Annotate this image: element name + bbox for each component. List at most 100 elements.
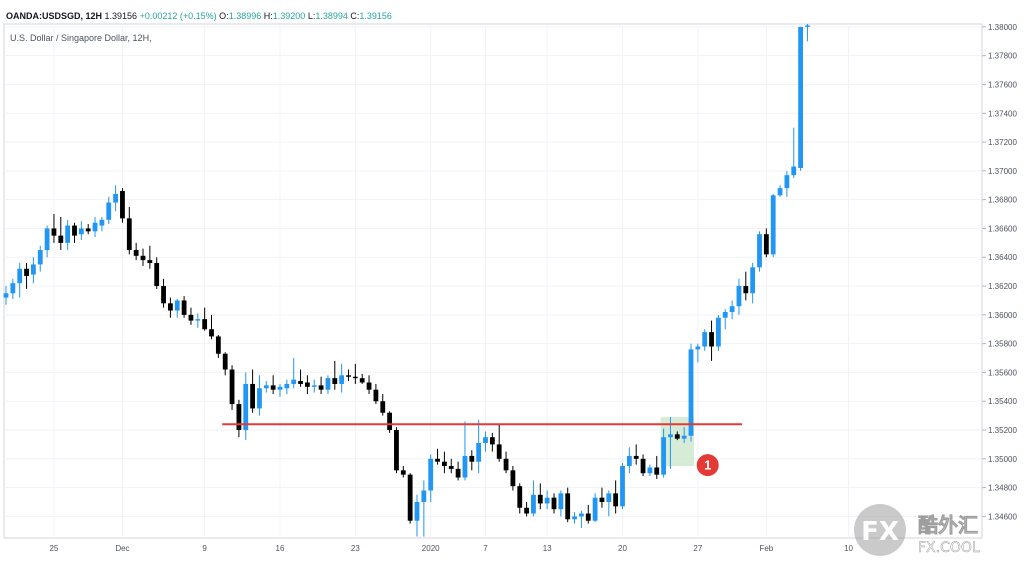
y-tick-label: 1.38000 xyxy=(988,23,1017,32)
candle-body xyxy=(750,267,756,294)
candle-body xyxy=(147,260,153,264)
y-tick-label: 1.35600 xyxy=(988,368,1017,377)
candle-body xyxy=(763,234,769,255)
candle-body xyxy=(202,319,208,330)
high-value: 1.39200 xyxy=(272,11,306,21)
candle-body xyxy=(78,228,84,235)
candle-body xyxy=(51,228,57,236)
candle-body xyxy=(722,311,728,318)
candle-body xyxy=(318,385,324,390)
candle-body xyxy=(298,381,303,384)
candle-body xyxy=(729,306,735,312)
candle-body xyxy=(428,458,434,491)
candle-body xyxy=(524,507,529,514)
candle-body xyxy=(366,382,372,390)
candle-body xyxy=(770,195,776,255)
candle-body xyxy=(442,461,447,467)
candle-body xyxy=(359,378,365,383)
x-tick-label: 16 xyxy=(276,544,285,553)
candle-body xyxy=(668,434,673,438)
candle-body xyxy=(435,458,440,462)
candle-body xyxy=(414,502,420,521)
candle-body xyxy=(784,175,790,189)
y-tick-label: 1.36600 xyxy=(988,224,1017,233)
candle-body xyxy=(448,466,454,469)
candle-body xyxy=(161,286,166,304)
y-tick-label: 1.36800 xyxy=(988,196,1017,205)
candle-body xyxy=(44,228,50,251)
candle-body xyxy=(400,470,406,475)
watermark-logo-circle xyxy=(854,504,906,556)
low-label: L: xyxy=(307,11,316,21)
candle-body xyxy=(510,470,516,487)
candle-body xyxy=(339,375,345,384)
candle-body xyxy=(805,25,810,27)
candle-body xyxy=(113,193,118,203)
candle-body xyxy=(133,250,139,256)
y-tick-label: 1.35400 xyxy=(988,397,1017,406)
candle-body xyxy=(277,386,283,390)
y-tick-label: 1.35000 xyxy=(988,455,1017,464)
candle-body xyxy=(305,382,310,387)
y-tick-label: 1.35200 xyxy=(988,426,1017,435)
candle-body xyxy=(284,383,290,389)
candle-body xyxy=(517,486,523,508)
candle-body xyxy=(407,474,413,521)
x-tick-label: 13 xyxy=(543,544,552,553)
y-tick-label: 1.37600 xyxy=(988,80,1017,89)
candle-body xyxy=(496,444,502,459)
candle-body xyxy=(181,300,187,315)
candle-body xyxy=(476,442,482,462)
candle-body xyxy=(92,222,98,232)
candle-body xyxy=(168,303,173,311)
marker: 1 xyxy=(696,454,719,477)
last-price: 1.39156 xyxy=(104,11,138,21)
y-tick-label: 1.34800 xyxy=(988,484,1017,493)
candle-body xyxy=(3,293,9,298)
open-label: O: xyxy=(219,11,229,21)
y-tick-label: 1.35800 xyxy=(988,340,1017,349)
candle-body xyxy=(647,467,653,474)
candle-body xyxy=(215,336,221,354)
x-tick-label: 2020 xyxy=(422,544,440,553)
candle-body xyxy=(236,404,242,431)
candle-body xyxy=(572,516,577,520)
x-tick-label: 10 xyxy=(844,544,853,553)
candle-body xyxy=(37,250,43,265)
candle-body xyxy=(222,353,228,370)
candle-body xyxy=(188,314,194,321)
x-tick-label: Feb xyxy=(759,544,773,553)
candle-body xyxy=(462,455,468,478)
marker-circle xyxy=(696,454,719,477)
candle-body xyxy=(257,388,262,409)
candle-body xyxy=(31,264,36,275)
candle-body xyxy=(106,202,112,220)
candle-body xyxy=(311,385,317,387)
candle-body xyxy=(585,513,591,521)
candle-body xyxy=(544,497,550,504)
candle-body xyxy=(17,268,23,284)
y-tick-label: 1.36400 xyxy=(988,253,1017,262)
candle-body xyxy=(58,235,64,243)
candle-body xyxy=(346,375,351,377)
candle-body xyxy=(592,497,598,521)
y-tick-label: 1.34600 xyxy=(988,512,1017,521)
y-tick-label: 1.37000 xyxy=(988,167,1017,176)
price-change: +0.00212 (+0.15%) xyxy=(139,11,217,21)
watermark-url: FX.COOL xyxy=(918,540,980,556)
candle-body xyxy=(243,383,249,431)
time-axis: 25 Dec 9 16 23 2020 7 13 20 27 Feb 10 xyxy=(49,544,853,553)
y-tick-label: 1.37200 xyxy=(988,138,1017,147)
x-tick-label: 25 xyxy=(49,544,58,553)
candle-body xyxy=(681,435,687,439)
candle-body xyxy=(599,497,605,503)
candle-body xyxy=(777,188,783,196)
candle-body xyxy=(10,283,16,294)
candle-body xyxy=(483,437,488,443)
candle-body xyxy=(640,458,646,474)
candle-body xyxy=(688,349,694,436)
x-tick-label: Dec xyxy=(115,544,129,553)
low-value: 1.38994 xyxy=(315,11,348,21)
plot-frame xyxy=(3,23,983,539)
candle-body xyxy=(352,376,358,379)
